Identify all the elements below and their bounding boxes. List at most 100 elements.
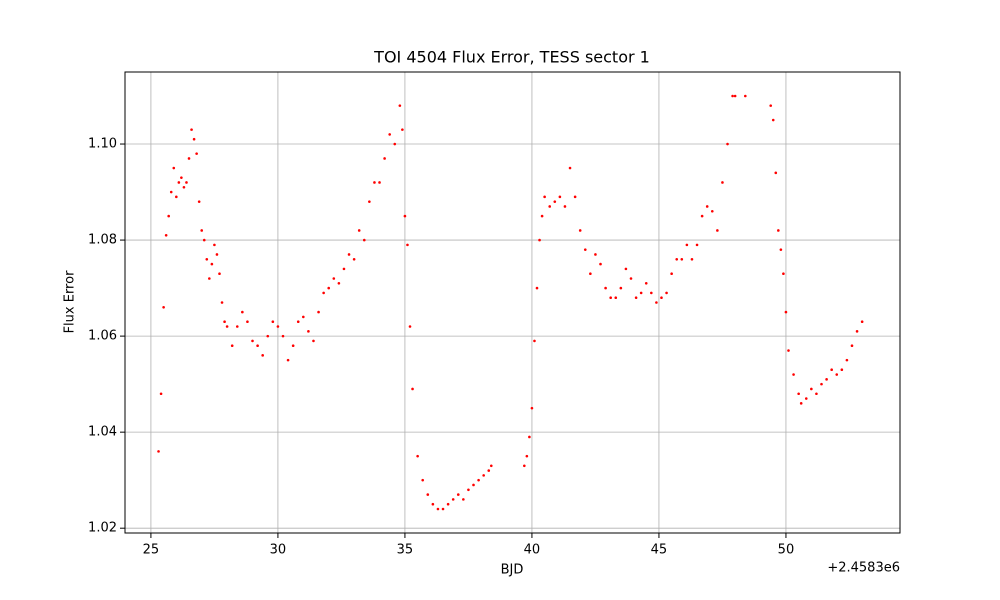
data-point: [421, 478, 425, 482]
data-point: [327, 286, 331, 290]
data-point: [195, 152, 198, 155]
plot-frame: [124, 71, 901, 534]
data-point: [230, 344, 234, 348]
data-point: [411, 387, 414, 391]
data-point: [197, 200, 201, 203]
data-point: [721, 181, 724, 184]
data-point: [462, 498, 465, 501]
data-point: [769, 104, 773, 107]
data-point: [220, 301, 224, 304]
x-axis-label: BJD: [501, 563, 524, 578]
data-point: [312, 339, 315, 343]
data-point: [482, 474, 485, 477]
chart-title: TOI 4504 Flux Error, TESS sector 1: [373, 48, 650, 67]
data-point: [792, 373, 795, 376]
data-point: [451, 498, 455, 501]
data-point: [774, 171, 778, 175]
data-point: [543, 195, 546, 199]
data-point: [456, 493, 460, 496]
data-point: [489, 464, 493, 468]
data-point: [162, 306, 165, 309]
data-point: [261, 354, 264, 357]
data-point: [177, 181, 181, 184]
data-point: [797, 392, 800, 396]
data-point: [378, 181, 381, 184]
data-point: [533, 339, 536, 343]
data-point: [604, 286, 607, 290]
data-point: [568, 166, 572, 170]
data-point: [726, 142, 729, 146]
data-point: [660, 296, 663, 299]
data-point: [700, 214, 704, 218]
data-point: [690, 257, 694, 261]
data-point: [731, 94, 734, 98]
data-point: [218, 272, 221, 275]
data-point: [172, 166, 176, 170]
data-point: [655, 301, 658, 304]
data-point: [169, 190, 173, 194]
data-point: [205, 257, 209, 261]
data-point: [347, 253, 351, 256]
data-point: [157, 450, 160, 453]
data-point: [441, 507, 445, 511]
data-point: [840, 368, 844, 372]
x-tick-label: 50: [778, 543, 795, 558]
data-point: [291, 344, 295, 348]
data-point: [650, 291, 653, 295]
data-point: [810, 387, 813, 391]
data-point: [779, 248, 783, 251]
data-point: [332, 277, 336, 280]
y-tick-label: 1.02: [88, 521, 117, 536]
data-point: [710, 209, 714, 213]
data-point: [535, 286, 539, 290]
x-tick-label: 25: [143, 543, 160, 558]
data-point: [578, 229, 582, 232]
data-point: [436, 507, 440, 511]
data-point: [208, 277, 211, 280]
data-point: [202, 238, 206, 242]
data-point: [317, 310, 320, 314]
data-point: [286, 358, 290, 362]
data-point: [860, 320, 864, 324]
data-point: [850, 344, 854, 348]
data-point: [192, 137, 196, 141]
data-point: [426, 493, 430, 496]
data-point: [182, 185, 186, 189]
data-point: [644, 281, 648, 285]
data-point: [675, 257, 679, 261]
data-point: [446, 502, 450, 506]
data-point: [256, 344, 259, 348]
data-point: [393, 142, 397, 146]
x-tick-label: 40: [524, 543, 541, 558]
data-point: [528, 435, 531, 439]
data-point: [180, 176, 183, 179]
data-point: [830, 368, 833, 372]
data-point: [322, 291, 325, 295]
data-point: [190, 128, 193, 131]
data-point: [175, 195, 178, 199]
data-point: [477, 478, 480, 482]
data-point: [406, 243, 409, 247]
data-point: [716, 229, 719, 232]
data-point: [523, 464, 526, 468]
data-point: [276, 325, 280, 328]
data-point: [373, 181, 376, 184]
data-point: [583, 248, 587, 251]
data-point: [594, 253, 597, 256]
data-point: [307, 330, 310, 333]
data-point: [777, 229, 780, 232]
data-point: [634, 296, 638, 299]
data-point: [403, 214, 407, 218]
data-point: [213, 243, 216, 247]
data-point: [302, 315, 305, 319]
data-point: [235, 325, 239, 328]
data-point: [639, 291, 643, 295]
y-tick-label: 1.08: [88, 233, 117, 248]
data-point: [787, 349, 790, 352]
data-point: [408, 325, 412, 328]
data-point: [589, 272, 592, 275]
data-point: [525, 454, 529, 458]
data-point: [352, 257, 356, 261]
data-point: [431, 502, 435, 506]
data-point: [599, 262, 602, 266]
